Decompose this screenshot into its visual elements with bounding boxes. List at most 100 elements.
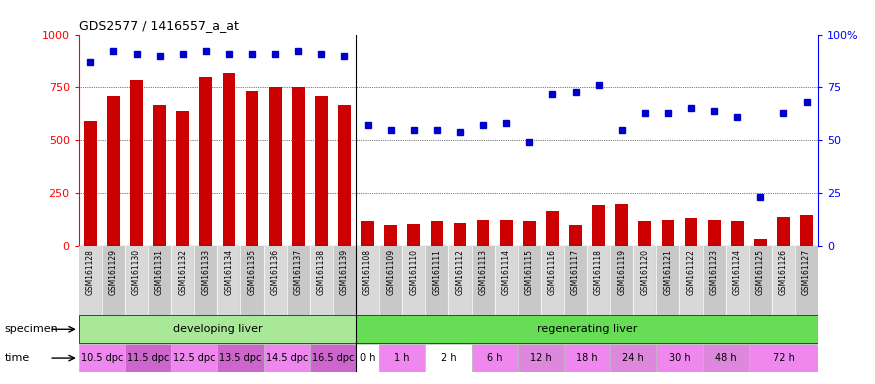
Text: 1 h: 1 h: [395, 353, 410, 363]
Bar: [749, 246, 772, 315]
Bar: [125, 246, 148, 315]
Text: GSM161128: GSM161128: [86, 249, 94, 295]
Text: GSM161110: GSM161110: [410, 249, 418, 295]
Bar: [241, 246, 263, 315]
Bar: [449, 246, 472, 315]
Bar: [541, 246, 564, 315]
Text: GSM161122: GSM161122: [687, 249, 696, 295]
Bar: [263, 344, 310, 372]
Bar: [592, 205, 605, 246]
Text: specimen: specimen: [4, 324, 58, 334]
Bar: [772, 246, 795, 315]
Bar: [801, 215, 813, 246]
Text: 30 h: 30 h: [668, 353, 690, 363]
Text: 6 h: 6 h: [487, 353, 502, 363]
Bar: [656, 246, 680, 315]
Bar: [564, 344, 610, 372]
Text: GSM161119: GSM161119: [617, 249, 626, 295]
Text: regenerating liver: regenerating liver: [537, 324, 637, 334]
Text: GSM161123: GSM161123: [710, 249, 718, 295]
Text: GSM161138: GSM161138: [317, 249, 326, 295]
Bar: [587, 246, 610, 315]
Bar: [725, 246, 749, 315]
Bar: [246, 91, 258, 246]
Bar: [703, 246, 725, 315]
Bar: [177, 111, 189, 246]
Bar: [269, 88, 282, 246]
Text: GSM161114: GSM161114: [501, 249, 511, 295]
Bar: [656, 344, 703, 372]
Bar: [472, 344, 518, 372]
Bar: [408, 223, 420, 246]
Bar: [263, 246, 287, 315]
Text: 16.5 dpc: 16.5 dpc: [312, 353, 354, 363]
Bar: [384, 225, 397, 246]
Bar: [795, 246, 818, 315]
Bar: [84, 121, 96, 246]
Bar: [523, 222, 536, 246]
Text: GSM161130: GSM161130: [132, 249, 141, 295]
Bar: [731, 222, 744, 246]
Text: GSM161127: GSM161127: [802, 249, 811, 295]
Bar: [356, 246, 379, 315]
Text: GDS2577 / 1416557_a_at: GDS2577 / 1416557_a_at: [79, 19, 239, 32]
Bar: [680, 246, 703, 315]
Bar: [634, 246, 656, 315]
Bar: [749, 344, 818, 372]
Bar: [153, 105, 166, 246]
Bar: [107, 96, 120, 246]
Text: GSM161115: GSM161115: [525, 249, 534, 295]
Text: GSM161116: GSM161116: [548, 249, 556, 295]
Bar: [217, 246, 241, 315]
Text: GSM161113: GSM161113: [479, 249, 487, 295]
Bar: [453, 223, 466, 246]
Text: GSM161117: GSM161117: [571, 249, 580, 295]
Bar: [754, 240, 766, 246]
Bar: [685, 218, 697, 246]
Bar: [777, 217, 790, 246]
Bar: [379, 246, 402, 315]
Text: GSM161137: GSM161137: [294, 249, 303, 295]
Text: 0 h: 0 h: [360, 353, 375, 363]
Bar: [662, 220, 675, 246]
Bar: [200, 77, 212, 246]
Text: 12.5 dpc: 12.5 dpc: [173, 353, 215, 363]
Bar: [518, 344, 564, 372]
Bar: [79, 316, 356, 343]
Bar: [425, 344, 472, 372]
Bar: [703, 344, 749, 372]
Text: GSM161109: GSM161109: [386, 249, 396, 295]
Text: GSM161121: GSM161121: [663, 249, 673, 295]
Text: GSM161133: GSM161133: [201, 249, 210, 295]
Text: GSM161118: GSM161118: [594, 249, 603, 295]
Text: GSM161124: GSM161124: [732, 249, 742, 295]
Bar: [194, 246, 217, 315]
Text: 18 h: 18 h: [577, 353, 598, 363]
Bar: [338, 105, 351, 246]
Text: 24 h: 24 h: [622, 353, 644, 363]
Bar: [430, 222, 444, 246]
Bar: [361, 222, 374, 246]
Bar: [379, 344, 425, 372]
Bar: [402, 246, 425, 315]
Text: time: time: [4, 353, 30, 363]
Bar: [222, 73, 235, 246]
Text: GSM161125: GSM161125: [756, 249, 765, 295]
Bar: [477, 220, 489, 246]
Bar: [172, 344, 217, 372]
Text: GSM161111: GSM161111: [432, 249, 441, 295]
Bar: [500, 220, 513, 246]
Bar: [172, 246, 194, 315]
Bar: [130, 80, 143, 246]
Text: 72 h: 72 h: [773, 353, 794, 363]
Bar: [610, 344, 656, 372]
Bar: [518, 246, 541, 315]
Bar: [610, 246, 634, 315]
Text: GSM161134: GSM161134: [224, 249, 234, 295]
Bar: [425, 246, 449, 315]
Bar: [79, 344, 125, 372]
Text: GSM161132: GSM161132: [178, 249, 187, 295]
Bar: [708, 220, 720, 246]
Text: GSM161129: GSM161129: [108, 249, 118, 295]
Text: 13.5 dpc: 13.5 dpc: [220, 353, 262, 363]
